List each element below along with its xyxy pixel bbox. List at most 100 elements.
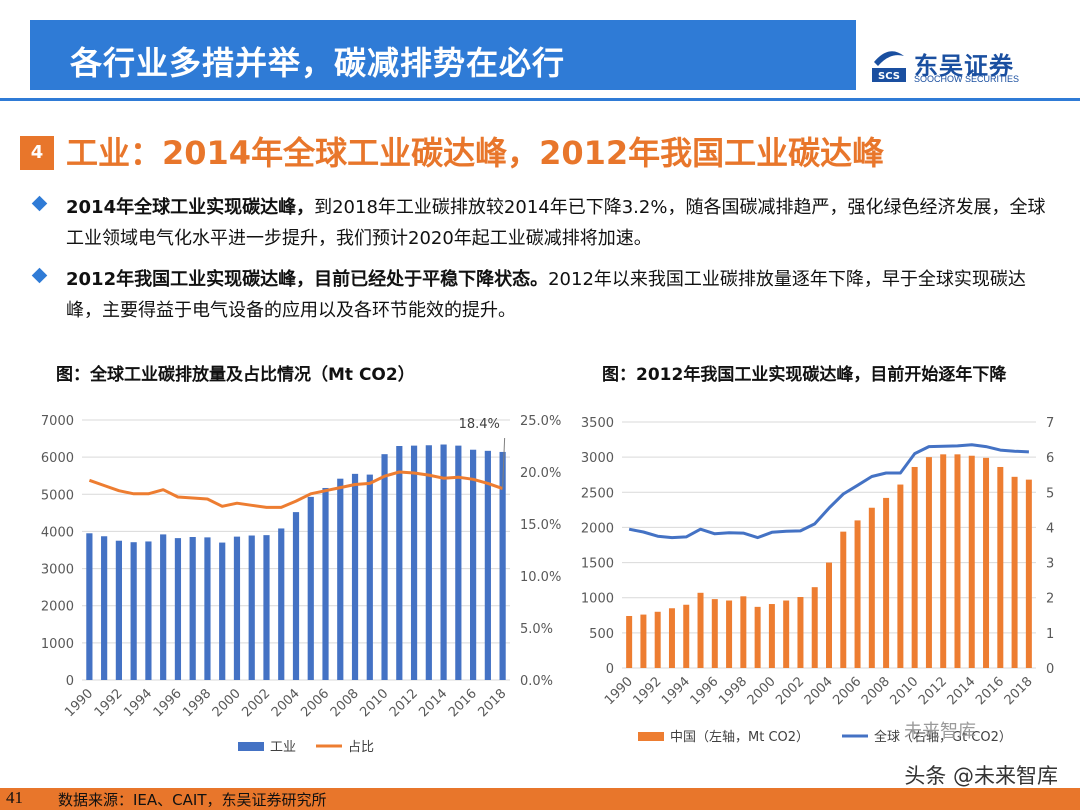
bar [174, 538, 182, 680]
x-tick-label: 2016 [446, 686, 480, 720]
section-title: 工业：2014年全球工业碳达峰，2012年我国工业碳达峰 [66, 134, 885, 172]
y-left-tick-label: 5000 [41, 488, 74, 503]
x-tick-label: 2002 [773, 674, 807, 708]
bar [697, 592, 704, 668]
x-tick-label: 1990 [602, 674, 636, 708]
y-right-tick-label: 6 [1046, 451, 1054, 466]
bar [683, 604, 690, 668]
y-right-tick-label: 10.0% [520, 570, 561, 585]
bar [968, 455, 975, 668]
y-left-tick-label: 1000 [41, 637, 74, 652]
legend-label: 全球（右轴，Gt CO2） [874, 729, 1012, 745]
x-tick-label: 1998 [180, 686, 214, 720]
bar [115, 540, 122, 680]
bullet-diamond-icon [31, 267, 48, 284]
bar [410, 445, 418, 680]
y-right-tick-label: 20.0% [520, 466, 561, 481]
y-left-tick-label: 2000 [581, 521, 614, 536]
bar [740, 596, 747, 668]
y-right-tick-label: 1 [1046, 627, 1054, 642]
x-tick-label: 1996 [151, 686, 185, 720]
x-tick-label: 2004 [269, 686, 303, 720]
bullet-1: 2014年全球工业实现碳达峰，到2018年工业碳排放较2014年已下降3.2%，… [31, 192, 1054, 254]
line-series [88, 470, 504, 509]
bar [278, 528, 285, 680]
x-tick-label: 2018 [475, 686, 509, 720]
logo-mark-icon: SCS [872, 51, 906, 82]
x-tick-label: 2002 [239, 686, 273, 720]
section-number-badge: 4 [20, 136, 54, 170]
bar [668, 608, 675, 668]
bar [425, 445, 432, 680]
bar [911, 466, 918, 668]
chart-china-industry-emissions: 0 500 1000 1500 2000 2500 3000 3500 0 1 2 3 4 5 6 7 1990… [581, 416, 1054, 745]
bar [484, 450, 491, 680]
bar [983, 457, 990, 668]
company-logo: SCS 东吴证券 SOOCHOW SECURITIES [870, 44, 1070, 88]
bullet-2-bold: 2012年我国工业实现碳达峰，目前已经处于平稳下降状态。 [66, 269, 549, 290]
bar [826, 562, 832, 668]
y-left-tick-label: 3500 [581, 416, 614, 431]
y-left-tick-label: 2000 [41, 600, 74, 615]
x-tick-label: 2008 [328, 686, 362, 720]
legend-swatch-bar [638, 732, 664, 741]
bar [883, 497, 890, 668]
y-left-tick-label: 4000 [41, 525, 74, 540]
page-number: 41 [6, 788, 23, 807]
y-left-tick-label: 7000 [41, 414, 74, 429]
header-divider [0, 98, 1080, 101]
bar [337, 478, 344, 680]
y-left-tick-label: 1500 [581, 557, 614, 572]
y-right-tick-label: 5.0% [520, 622, 553, 637]
x-tick-label: 2008 [859, 674, 893, 708]
x-tick-label: 2012 [916, 674, 950, 708]
bar [925, 457, 932, 668]
bar [396, 446, 403, 680]
line-series [628, 443, 1029, 540]
bar [840, 531, 847, 668]
bullet-2: 2012年我国工业实现碳达峰，目前已经处于平稳下降状态。2012年以来我国工业碳… [31, 264, 1054, 326]
y-right-tick-label: 0.0% [520, 674, 553, 689]
x-tick-label: 1994 [659, 674, 693, 708]
bar [248, 535, 255, 680]
bar [626, 615, 633, 668]
y-left-tick-label: 0 [606, 662, 614, 677]
x-tick-label: 2004 [802, 674, 836, 708]
y-right-tick-label: 2 [1046, 592, 1054, 607]
bar [868, 507, 875, 668]
logo-mark-text: SCS [878, 71, 900, 82]
x-tick-label: 1990 [62, 686, 96, 720]
bar [189, 537, 196, 680]
bar [145, 541, 152, 680]
bar [654, 611, 661, 668]
title-bar: 各行业多措并举，碳减排势在必行 [30, 20, 856, 90]
y-right-tick-label: 15.0% [520, 518, 561, 533]
bar [897, 484, 904, 668]
chart-global-industry-emissions: 0 1000 2000 3000 4000 5000 6000 7000 0.0% 5.0% 10.… [41, 414, 561, 755]
bar [292, 512, 300, 680]
x-tick-label: 2000 [745, 674, 779, 708]
legend-swatch-bar [238, 742, 264, 751]
bullet-1-text: 到2018年工业碳排放较2014年已下降3.2%，随各国碳减排趋严，强化绿色经济… [66, 197, 1046, 249]
bar [86, 533, 93, 680]
bullet-2-text: 2012年以来我国工业碳排放量逐年下降，早于全球实现碳达峰，主要得益于电气设备的… [66, 269, 1026, 321]
bar [954, 454, 961, 668]
bar [940, 454, 947, 668]
bar [768, 604, 775, 668]
y-left-tick-label: 500 [589, 627, 614, 642]
logo-name-cn: 东吴证券 [914, 52, 1014, 80]
y-left-tick-label: 3000 [41, 563, 74, 578]
bar [381, 454, 388, 680]
bar [455, 445, 462, 680]
x-tick-label: 2010 [357, 686, 391, 720]
bar [726, 600, 733, 668]
bar [322, 487, 329, 680]
annotation-leader [502, 437, 506, 489]
x-tick-label: 2014 [416, 686, 450, 720]
bar [711, 599, 718, 668]
page-title: 各行业多措并举，碳减排势在必行 [70, 44, 566, 82]
bar [783, 600, 790, 668]
bar [307, 496, 314, 680]
bullet-diamond-icon [31, 195, 48, 212]
y-left-tick-label: 6000 [41, 451, 74, 466]
